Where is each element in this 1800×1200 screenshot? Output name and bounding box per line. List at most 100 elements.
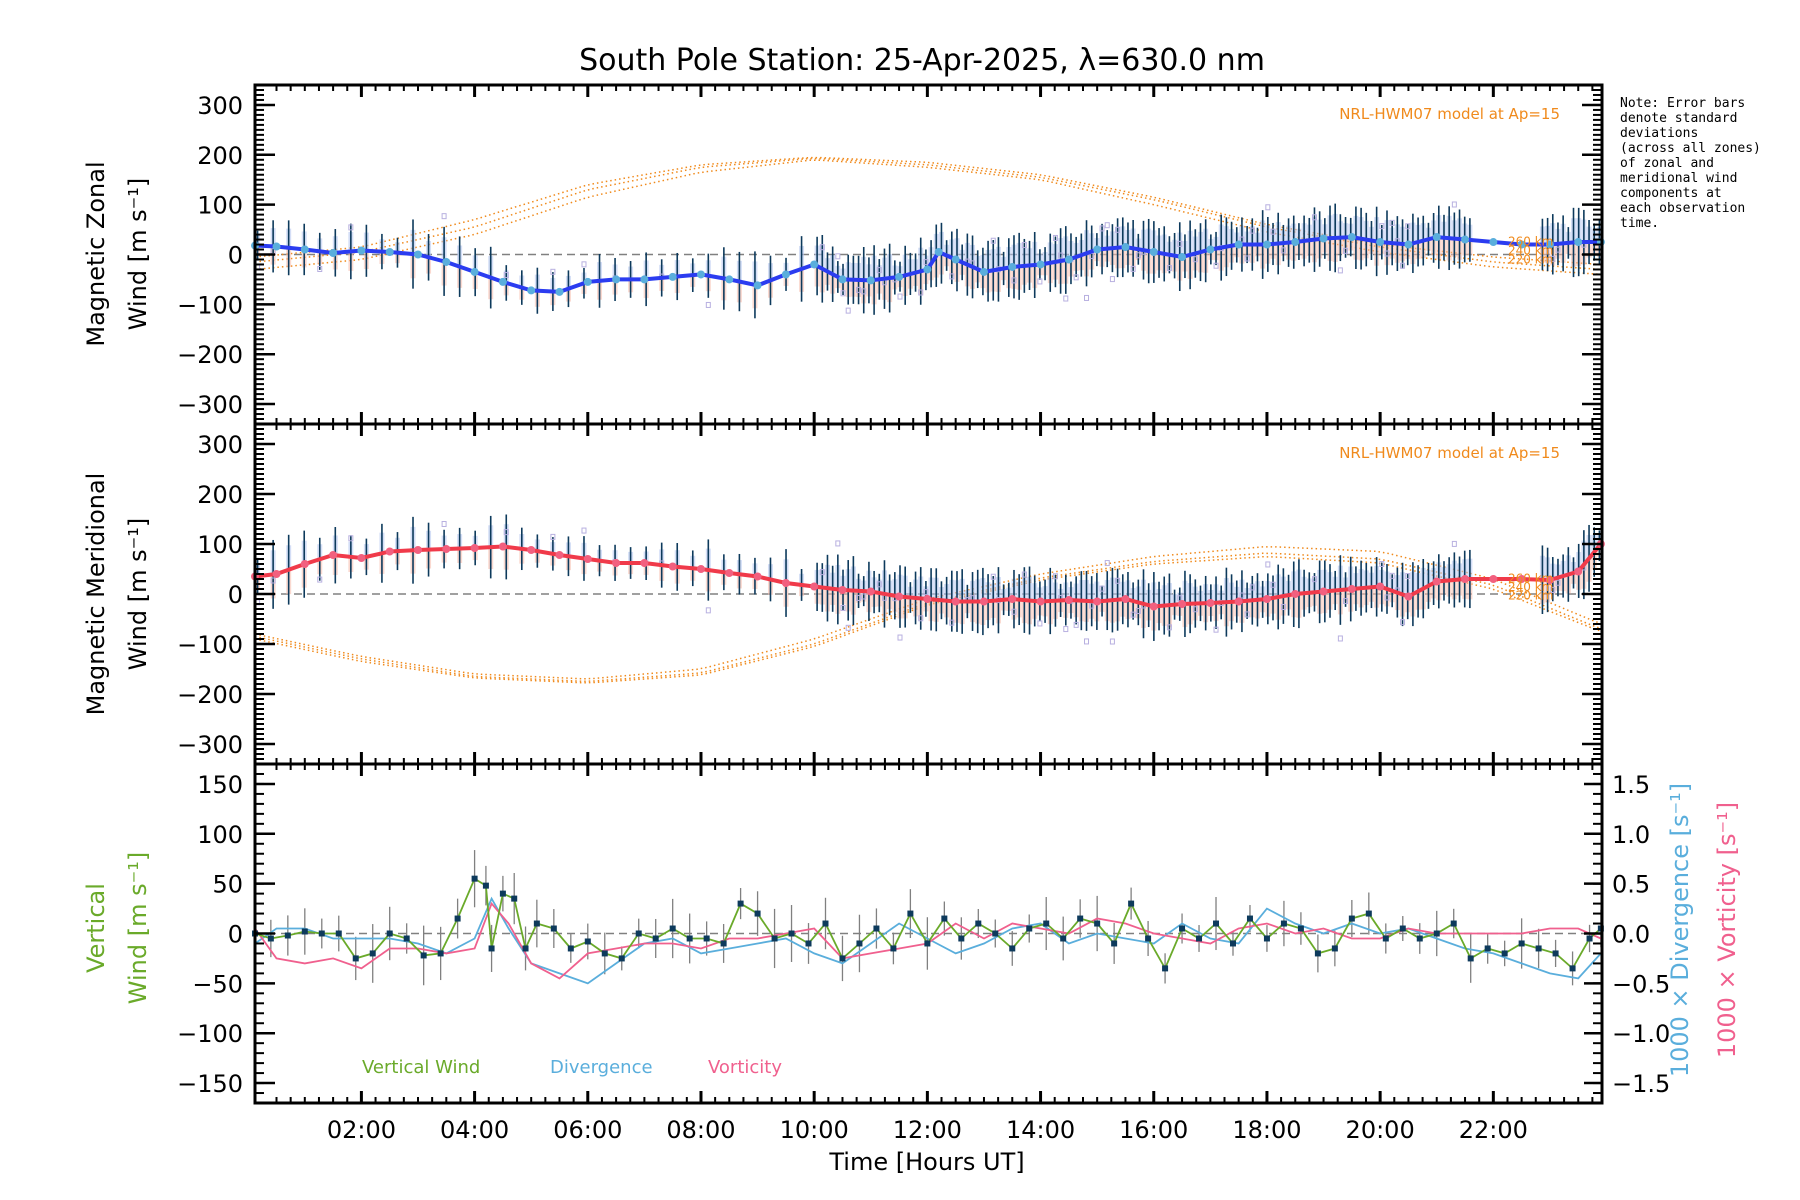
vertical-wind-marker — [1060, 935, 1067, 942]
zone-scatter-point — [1115, 577, 1121, 584]
wind-marker — [725, 275, 734, 284]
zone-scatter-point — [1389, 219, 1395, 226]
vertical-wind-marker — [488, 945, 495, 952]
zone-scatter-point — [990, 237, 996, 244]
y2-tick-label: 0.0 — [1612, 921, 1650, 949]
wind-marker — [329, 249, 338, 258]
wind-marker — [612, 275, 621, 284]
vertical-wind-marker — [437, 950, 444, 957]
vertical-wind-marker — [1569, 965, 1576, 972]
zone-scatter-point — [348, 224, 354, 231]
zone-scatter-point — [897, 293, 903, 300]
vertical-wind-marker — [1484, 945, 1491, 952]
wind-marker — [413, 250, 422, 259]
x-tick-label: 16:00 — [1119, 1116, 1188, 1144]
wind-marker — [442, 545, 451, 553]
zone-scatter-point — [835, 540, 841, 547]
wind-marker — [1262, 595, 1271, 603]
zonal-ylabel-line2: Wind [m s⁻¹] — [124, 178, 152, 330]
vertical-wind-marker — [975, 920, 982, 927]
zone-scatter-point — [1037, 620, 1043, 627]
vertical-wind-marker — [1467, 955, 1474, 962]
x-tick-label: 20:00 — [1346, 1116, 1415, 1144]
vertical-wind-marker — [924, 940, 931, 947]
vertical-wind-marker — [369, 950, 376, 957]
zone-scatter-point — [1244, 611, 1250, 618]
vertical-wind-marker — [1399, 925, 1406, 932]
y-tick-label: 150 — [197, 771, 243, 799]
wind-marker — [753, 572, 762, 581]
x-tick-label: 06:00 — [553, 1116, 622, 1144]
y-tick-label: 200 — [197, 481, 243, 509]
wind-marker — [1319, 587, 1328, 596]
zone-scatter-point — [1213, 262, 1219, 269]
vertical-wind-marker — [386, 930, 393, 937]
zone-scatter-point — [1011, 277, 1017, 284]
wind-marker — [1008, 595, 1017, 603]
y-tick-label: 0 — [228, 921, 243, 949]
y-tick-label: 0 — [228, 242, 243, 270]
zone-scatter-point — [317, 576, 323, 583]
vertical-wind-marker — [601, 950, 608, 957]
zone-scatter-point — [441, 520, 447, 527]
zone-scatter-point — [1104, 560, 1110, 567]
zone-scatter-point — [1550, 586, 1556, 593]
wind-marker — [385, 547, 394, 556]
vertical-wind-marker — [550, 925, 557, 932]
wind-marker — [272, 242, 281, 251]
model-curve-240km — [254, 552, 1603, 683]
model-curve-240km — [254, 157, 1603, 271]
legend-vorticity: Vorticity — [708, 1057, 782, 1078]
wind-marker — [329, 551, 338, 559]
zone-scatter-point — [1239, 236, 1245, 243]
model-curve-260km — [254, 156, 1603, 266]
vertical-wind-marker — [1552, 950, 1559, 957]
zone-scatter-point — [1379, 561, 1385, 568]
wind-marker — [1064, 255, 1073, 264]
vertical-wind-marker — [567, 945, 574, 952]
x-tick-label: 10:00 — [780, 1116, 849, 1144]
zone-scatter-point — [876, 581, 882, 588]
y-tick-label: −100 — [177, 1020, 243, 1048]
vertical-wind-marker — [1094, 920, 1101, 927]
zone-scatter-point — [1166, 265, 1172, 272]
wind-marker — [696, 565, 705, 573]
y-tick-label: −300 — [177, 391, 243, 419]
zone-scatter-point — [876, 267, 882, 274]
zone-scatter-point — [581, 527, 587, 534]
y-tick-label: −100 — [177, 631, 243, 659]
vertical-wind-marker — [1382, 935, 1389, 942]
zone-scatter-point — [1244, 255, 1250, 262]
zone-scatter-point — [1555, 579, 1561, 586]
wind-marker — [1149, 248, 1158, 257]
zone-scatter-point — [1280, 247, 1286, 254]
zone-scatter-point — [705, 301, 711, 308]
vertical-wind-marker — [856, 940, 863, 947]
zone-scatter-point — [845, 624, 851, 631]
zone-scatter-point — [1037, 278, 1043, 285]
zone-scatter-point — [897, 634, 903, 641]
vertical-wind-marker — [1365, 910, 1372, 917]
vertical-wind-marker — [958, 935, 965, 942]
wind-marker — [1574, 238, 1583, 247]
zone-scatter-point — [918, 615, 924, 622]
zone-scatter-point — [1405, 223, 1411, 230]
zone-scatter-point — [1109, 276, 1115, 283]
wind-marker — [640, 559, 649, 567]
zone-scatter-point — [1337, 267, 1343, 274]
x-axis-title: Time [Hours UT] — [828, 1148, 1024, 1176]
vertical-wind-marker — [1077, 915, 1084, 922]
vertical-wind-marker — [420, 952, 427, 959]
zone-scatter-point — [923, 589, 929, 596]
y-tick-label: 50 — [212, 871, 243, 899]
vertical-wind-marker — [284, 932, 291, 939]
wind-marker — [979, 597, 988, 606]
zone-scatter-point — [1130, 265, 1136, 272]
wind-marker — [838, 586, 847, 594]
wind-marker — [1489, 238, 1498, 247]
wind-marker — [838, 275, 847, 284]
vertical-wind-marker — [1297, 925, 1304, 932]
y-tick-label: 300 — [197, 92, 243, 120]
wind-marker — [300, 560, 309, 568]
meridional-model-label: NRL-HWM07 model at Ap=15 — [1339, 444, 1560, 462]
